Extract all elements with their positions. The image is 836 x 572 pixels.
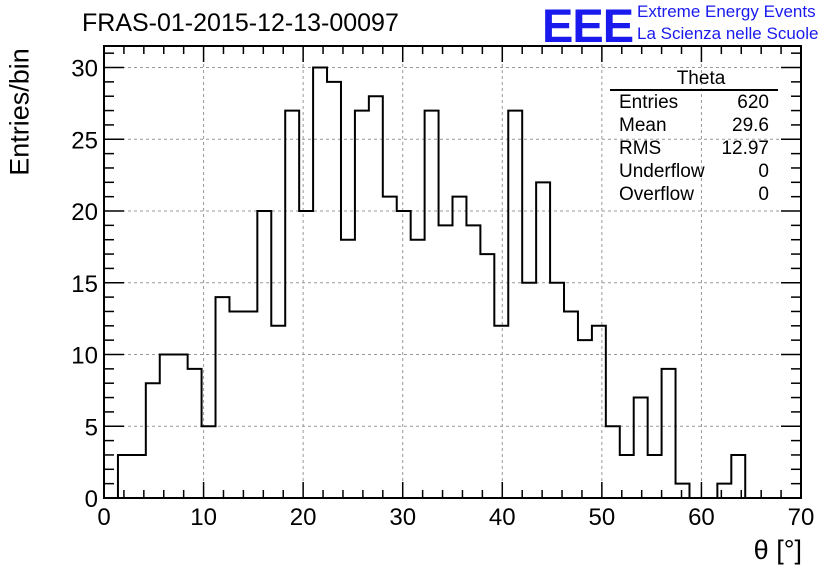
stats-row-underflow: Underflow 0 <box>610 160 778 183</box>
stats-label: Underflow <box>619 161 705 182</box>
y-tick-label: 5 <box>85 414 98 441</box>
stats-label: Entries <box>619 92 679 113</box>
x-tick-label: 70 <box>788 504 815 531</box>
x-tick-label: 20 <box>290 504 317 531</box>
tick-labels: 0 10 20 30 40 50 60 70 0 5 10 15 20 25 30 <box>71 56 814 531</box>
stats-value: 0 <box>758 184 769 205</box>
stats-value: 620 <box>737 92 769 113</box>
y-tick-label: 0 <box>85 486 98 513</box>
stats-title: Theta <box>610 69 778 91</box>
y-tick-label: 30 <box>71 56 98 83</box>
eee-logo: EEE <box>542 0 634 52</box>
y-tick-label: 20 <box>71 199 98 226</box>
x-tick-label: 60 <box>688 504 715 531</box>
x-tick-label: 50 <box>589 504 616 531</box>
stats-row-entries: Entries 620 <box>610 91 778 114</box>
stats-label: Mean <box>619 115 667 136</box>
x-tick-label: 0 <box>97 504 110 531</box>
x-axis-label: θ [°] <box>753 535 802 565</box>
stats-box: Theta Entries 620 Mean 29.6 RMS 12.97 Under… <box>610 69 778 206</box>
y-tick-label: 15 <box>71 271 98 298</box>
plot-frame <box>103 45 802 499</box>
stats-row-mean: Mean 29.6 <box>610 114 778 137</box>
chart-title: FRAS-01-2015-12-13-00097 <box>82 9 399 37</box>
stats-value: 12.97 <box>721 138 769 159</box>
y-tick-label: 25 <box>71 127 98 154</box>
stats-label: Overflow <box>619 184 694 205</box>
histogram-series-line <box>116 66 747 499</box>
y-tick-label: 10 <box>71 343 98 370</box>
stats-value: 29.6 <box>732 115 769 136</box>
stats-value: 0 <box>758 161 769 182</box>
y-axis-label: Entries/bin <box>4 48 35 176</box>
x-tick-label: 30 <box>389 504 416 531</box>
stats-row-overflow: Overflow 0 <box>610 183 778 206</box>
x-tick-label: 40 <box>489 504 516 531</box>
stats-label: RMS <box>619 138 662 159</box>
logo-caption-line2: La Scienza nelle Scuole <box>637 24 819 43</box>
stats-row-rms: RMS 12.97 <box>610 137 778 160</box>
x-tick-label: 10 <box>190 504 217 531</box>
logo-caption-line1: Extreme Energy Events <box>637 2 816 21</box>
